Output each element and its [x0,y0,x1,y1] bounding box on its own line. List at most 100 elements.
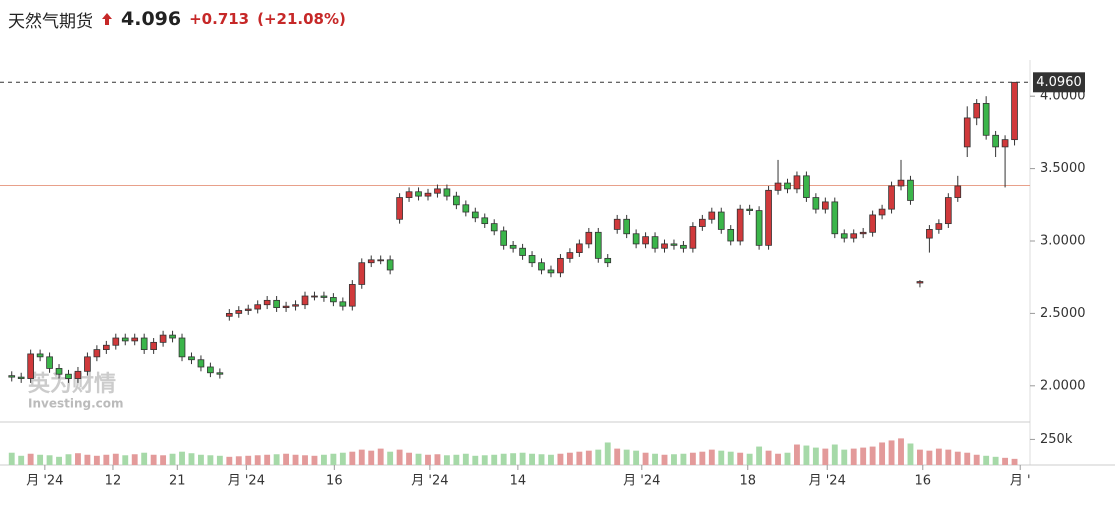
candle-body [405,191,413,198]
volume-bar [425,454,431,465]
volume-bar [235,456,242,465]
candle-body [954,185,962,198]
volume-bar [519,452,526,465]
candle-body [717,211,725,230]
volume-bar [945,449,952,465]
volume-bar [46,455,53,465]
volume-bar [680,453,687,465]
volume-bar [122,455,129,465]
candle-body [689,226,697,249]
header: 天然气期货 4.096 +0.713 (+21.08%) [8,6,346,32]
x-tick-label: 18 [739,474,756,489]
y-tick-label: 2.0000 [1040,378,1086,393]
candle-body [642,236,649,245]
volume-bar [529,453,535,465]
volume-bar [907,443,914,465]
candle-body [443,188,451,197]
candle-body [320,295,328,298]
volume-bar [396,449,403,465]
volume-bar [879,442,886,465]
x-tick-label: 月 '24 [623,474,660,489]
volume-bar [150,454,157,465]
candle-body [358,262,366,285]
candle-body [840,233,848,239]
x-tick-label: 月 '24 [26,474,63,489]
candle-body [225,312,233,317]
volume-bar [756,446,763,465]
candle-body [727,229,735,242]
volume-bar [434,454,441,465]
volume-bar [794,444,800,465]
candle-body [982,103,990,136]
volume-bar [160,455,167,465]
watermark-site: Investing.com [28,397,124,411]
candle-body [471,211,479,219]
candle-body [396,197,403,220]
volume-bar [56,456,62,465]
volume-bar [339,452,346,465]
volume-bar [775,453,781,465]
y-tick-label: 3.5000 [1040,161,1086,176]
candle-body [661,243,668,249]
change: +0.713 [189,10,250,28]
volume-bar [245,455,252,465]
x-tick-label: 月 ' [1010,474,1031,489]
candle-body [292,304,299,307]
volume-bar [188,453,195,465]
volume-bar [652,453,658,465]
volume-bar [642,452,649,465]
candle-body [963,117,971,148]
volume-bar [1002,457,1009,465]
candle-body [831,201,839,235]
volume-bar [37,454,44,465]
title: 天然气期货 [8,11,93,32]
candle-body [973,103,981,119]
volume-bar [264,454,271,465]
volume-bar [869,446,876,465]
volume-bar [850,448,857,465]
x-tick-label: 21 [169,474,186,489]
candle-body [377,259,385,262]
volume-bar [93,455,100,465]
volume-bar [198,454,204,465]
volume-bar [462,453,469,465]
volume-bar [623,449,630,465]
volume-bar [614,448,621,465]
candle-body [254,304,262,310]
x-tick-label: 月 '24 [228,474,265,489]
candle-body [765,189,772,246]
candle-body [330,297,337,303]
candle-body [131,337,139,342]
volume-bar [727,451,734,465]
candle-body [273,299,280,309]
candle-body [944,197,952,225]
volume-bar [604,442,611,465]
volume-bar [803,445,810,465]
candle-body [121,337,129,342]
volume-bar [320,454,327,465]
volume-bar [708,449,715,465]
y-tick-label: 2.5000 [1040,306,1086,321]
volume-bar [576,451,583,465]
candle-body [150,341,157,350]
candle-body [623,218,630,235]
candle-body [207,366,214,374]
volume-bar [765,450,772,465]
volume-bar [935,448,942,465]
volume-bar [179,451,185,465]
change-pct: (+21.08%) [257,10,346,28]
volume-bar [18,455,25,465]
candle-body [1011,81,1018,141]
volume-bar [472,455,479,465]
volume-bar [548,454,554,465]
volume-bar [75,453,81,465]
candle-body [103,344,110,351]
volume-bar [65,454,72,465]
volume-bar [510,453,517,465]
candle-body [481,217,489,225]
candle-body [519,247,526,256]
candle-body [888,185,895,210]
x-tick-label: 月 '24 [411,474,448,489]
